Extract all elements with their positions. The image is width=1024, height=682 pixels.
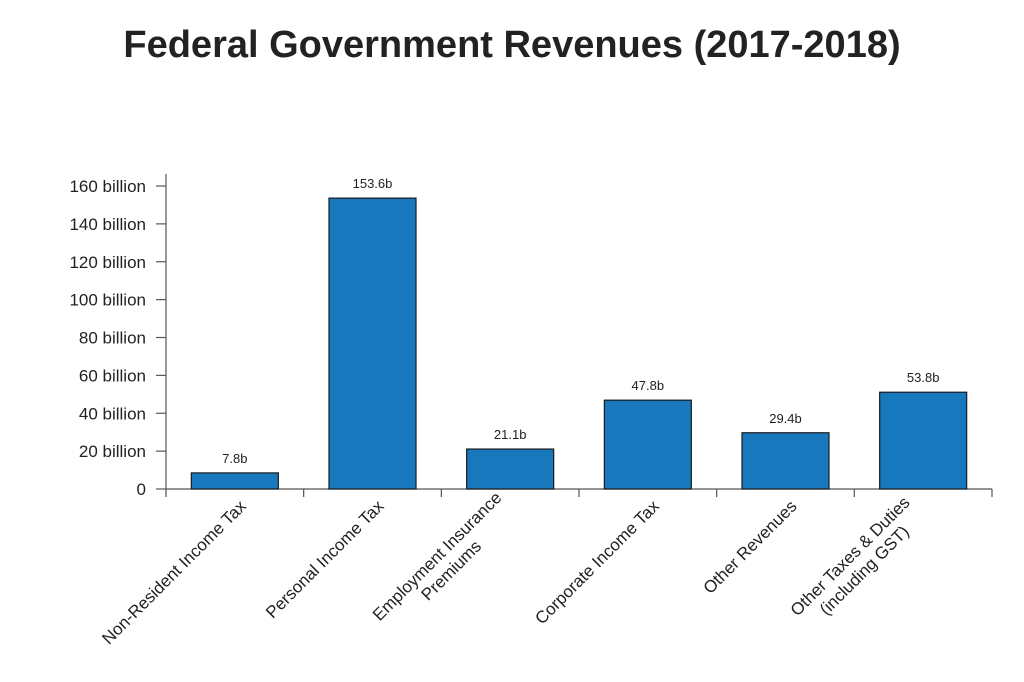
y-tick-label: 60 billion	[79, 366, 146, 385]
category-label-line: Non-Resident Income Tax	[98, 496, 250, 648]
category-label-line: Personal Income Tax	[262, 496, 388, 622]
data-label: 53.8b	[907, 370, 940, 385]
chart-title: Federal Government Revenues (2017-2018)	[123, 24, 901, 66]
bar	[466, 448, 555, 490]
category-label: Corporate Income Tax	[531, 496, 663, 628]
bar	[603, 399, 692, 490]
bar	[190, 472, 279, 490]
bar	[328, 197, 417, 490]
y-tick-label: 140 billion	[69, 215, 146, 234]
data-label: 7.8b	[222, 451, 247, 466]
bar	[741, 432, 830, 490]
y-tick-label: 120 billion	[69, 253, 146, 272]
y-tick-label: 100 billion	[69, 291, 146, 310]
bar	[879, 391, 968, 490]
category-label-line: Other Revenues	[700, 497, 801, 598]
data-label: 21.1b	[494, 427, 527, 442]
data-label: 153.6b	[353, 176, 393, 191]
data-label: 47.8b	[632, 378, 665, 393]
y-tick-label: 40 billion	[79, 404, 146, 423]
category-label-line: Corporate Income Tax	[531, 496, 663, 628]
y-tick-label: 20 billion	[79, 442, 146, 461]
x-axis	[165, 488, 993, 497]
y-axis: 0 20 billion 40 billion 60 billion 80 billio…	[69, 174, 167, 499]
bars	[190, 197, 968, 490]
category-label: Other Revenues	[700, 497, 801, 598]
category-labels: Non-Resident Income Tax Personal Income T…	[98, 488, 914, 648]
category-label-line: Employment Insurance	[369, 488, 505, 624]
category-label: Non-Resident Income Tax	[98, 496, 250, 648]
y-tick-label: 160 billion	[69, 177, 146, 196]
category-label: Personal Income Tax	[262, 496, 388, 622]
y-tick-label: 0	[137, 480, 146, 499]
data-labels: 7.8b 153.6b 21.1b 47.8b 29.4b 53.8b	[222, 176, 939, 466]
category-label: Other Taxes & Duties(including GST)	[787, 493, 914, 620]
y-tick-label: 80 billion	[79, 329, 146, 348]
data-label: 29.4b	[769, 411, 802, 426]
category-label-line: Other Taxes & Duties	[787, 493, 914, 620]
